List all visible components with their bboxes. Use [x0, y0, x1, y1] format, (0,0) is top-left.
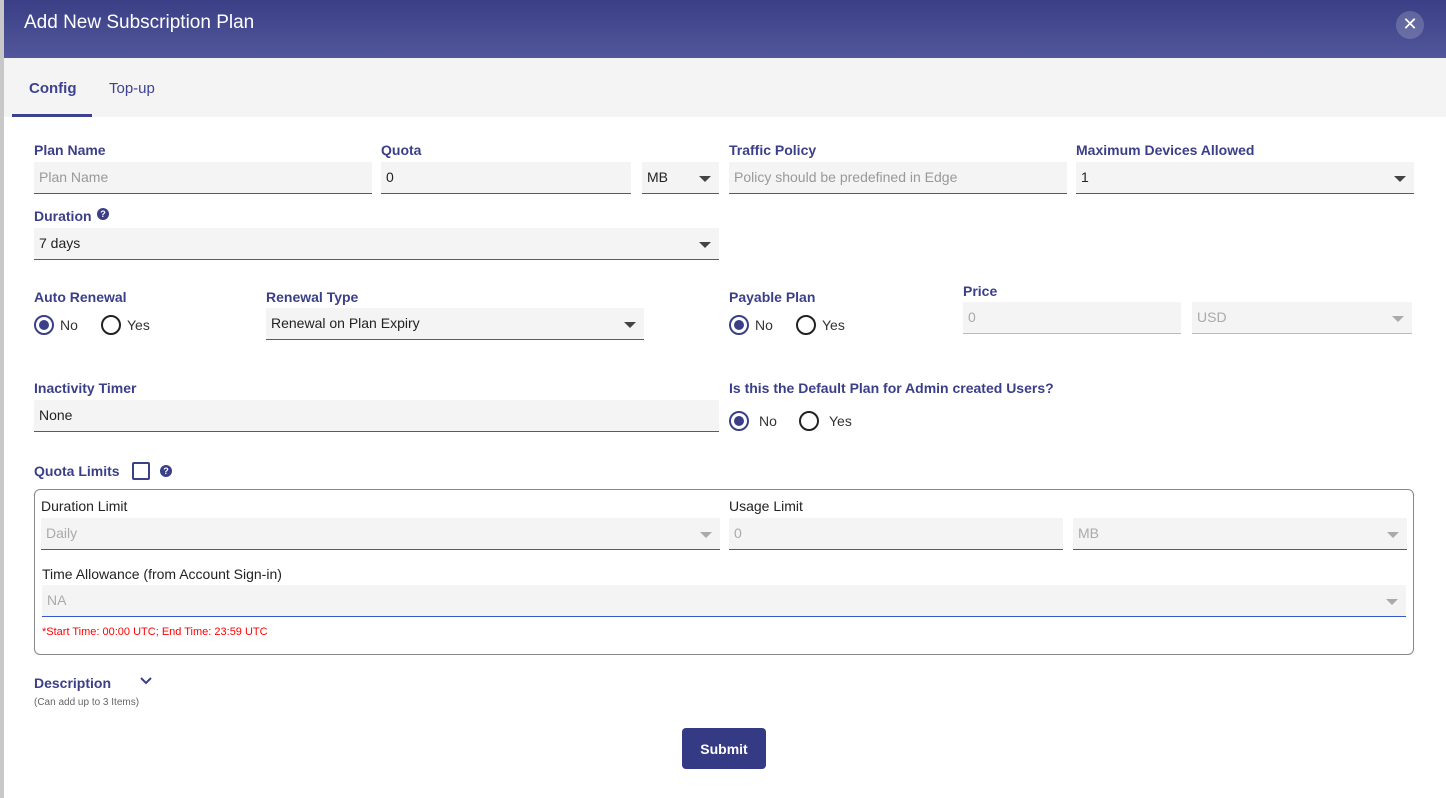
chevron-down-icon	[699, 242, 711, 248]
max-devices-value: 1	[1081, 169, 1089, 185]
usage-unit-value: MB	[1078, 525, 1099, 541]
chevron-down-icon	[700, 532, 712, 538]
radio-unselected	[101, 315, 121, 335]
usage-unit-select[interactable]: MB	[1073, 518, 1407, 550]
quota-unit-select[interactable]: MB	[642, 162, 719, 194]
payable-yes-radio[interactable]: Yes	[796, 315, 845, 335]
tab-top-up[interactable]: Top-up	[109, 80, 155, 97]
plan-name-label: Plan Name	[34, 142, 106, 158]
auto-renewal-yes-radio[interactable]: Yes	[101, 315, 150, 335]
close-icon: ✕	[1402, 14, 1418, 34]
payable-no-radio[interactable]: No	[729, 315, 773, 335]
radio-label: Yes	[127, 317, 150, 333]
auto-renewal-label: Auto Renewal	[34, 289, 127, 305]
chevron-down-icon	[1386, 599, 1398, 605]
currency-value: USD	[1197, 309, 1227, 325]
time-allowance-label: Time Allowance (from Account Sign-in)	[42, 566, 282, 582]
default-yes-radio[interactable]: Yes	[799, 411, 852, 431]
max-devices-label: Maximum Devices Allowed	[1076, 142, 1255, 158]
submit-button[interactable]: Submit	[682, 728, 766, 769]
plan-name-input[interactable]: Plan Name	[34, 162, 372, 194]
radio-label: Yes	[829, 413, 852, 429]
modal-header: Add New Subscription Plan ✕	[4, 0, 1446, 58]
add-plan-modal: Add New Subscription Plan ✕ Config Top-u…	[4, 0, 1446, 798]
help-icon[interactable]: ?	[160, 465, 172, 477]
tab-bar: Config Top-up	[4, 58, 1446, 117]
chevron-down-icon	[140, 677, 152, 685]
tab-config[interactable]: Config	[29, 80, 77, 97]
quota-limits-checkbox[interactable]	[132, 462, 150, 480]
price-label: Price	[963, 283, 998, 299]
inactivity-timer-label: Inactivity Timer	[34, 380, 137, 396]
chevron-down-icon	[1392, 316, 1404, 322]
radio-selected	[729, 411, 749, 431]
description-expand-button[interactable]	[138, 672, 154, 688]
usage-limit-input[interactable]: 0	[729, 518, 1063, 550]
duration-limit-value: Daily	[46, 525, 78, 541]
quota-limits-panel: Duration Limit Daily Usage Limit 0 MB Ti…	[34, 489, 1414, 655]
chevron-down-icon	[624, 322, 636, 328]
chevron-down-icon	[699, 176, 711, 182]
modal-title: Add New Subscription Plan	[24, 12, 255, 33]
traffic-policy-input[interactable]: Policy should be predefined in Edge	[729, 162, 1067, 194]
time-allowance-value: NA	[47, 592, 67, 608]
price-input[interactable]: 0	[963, 302, 1181, 334]
duration-value: 7 days	[39, 235, 81, 251]
chevron-down-icon	[1394, 176, 1406, 182]
duration-limit-label: Duration Limit	[41, 498, 128, 514]
radio-unselected	[796, 315, 816, 335]
radio-unselected	[799, 411, 819, 431]
quota-unit-value: MB	[647, 169, 668, 185]
help-icon[interactable]: ?	[97, 208, 109, 220]
duration-select[interactable]: 7 days	[34, 228, 719, 260]
currency-select[interactable]: USD	[1192, 302, 1412, 334]
active-tab-indicator	[12, 114, 92, 117]
usage-limit-label: Usage Limit	[729, 498, 803, 514]
max-devices-select[interactable]: 1	[1076, 162, 1414, 194]
radio-label: No	[755, 317, 773, 333]
quota-label: Quota	[381, 142, 422, 158]
close-button[interactable]: ✕	[1396, 11, 1424, 39]
radio-label: No	[759, 413, 777, 429]
default-no-radio[interactable]: No	[729, 411, 777, 431]
radio-label: No	[60, 317, 78, 333]
quota-input[interactable]: 0	[381, 162, 631, 194]
quota-limits-label: Quota Limits	[34, 463, 120, 479]
radio-selected	[34, 315, 54, 335]
inactivity-timer-input[interactable]: None	[34, 400, 719, 432]
description-hint: (Can add up to 3 Items)	[34, 697, 140, 708]
payable-plan-label: Payable Plan	[729, 289, 816, 305]
default-plan-label: Is this the Default Plan for Admin creat…	[729, 380, 1054, 396]
renewal-type-select[interactable]: Renewal on Plan Expiry	[266, 308, 644, 340]
chevron-down-icon	[1387, 532, 1399, 538]
time-allowance-select[interactable]: NA	[42, 585, 1406, 617]
radio-label: Yes	[822, 317, 845, 333]
auto-renewal-no-radio[interactable]: No	[34, 315, 78, 335]
traffic-policy-label: Traffic Policy	[729, 142, 817, 158]
duration-label: Duration	[34, 208, 92, 224]
radio-selected	[729, 315, 749, 335]
renewal-type-value: Renewal on Plan Expiry	[271, 315, 420, 331]
duration-limit-select[interactable]: Daily	[41, 518, 720, 550]
renewal-type-label: Renewal Type	[266, 289, 359, 305]
time-note: *Start Time: 00:00 UTC; End Time: 23:59 …	[42, 626, 268, 638]
description-label: Description	[34, 675, 112, 691]
